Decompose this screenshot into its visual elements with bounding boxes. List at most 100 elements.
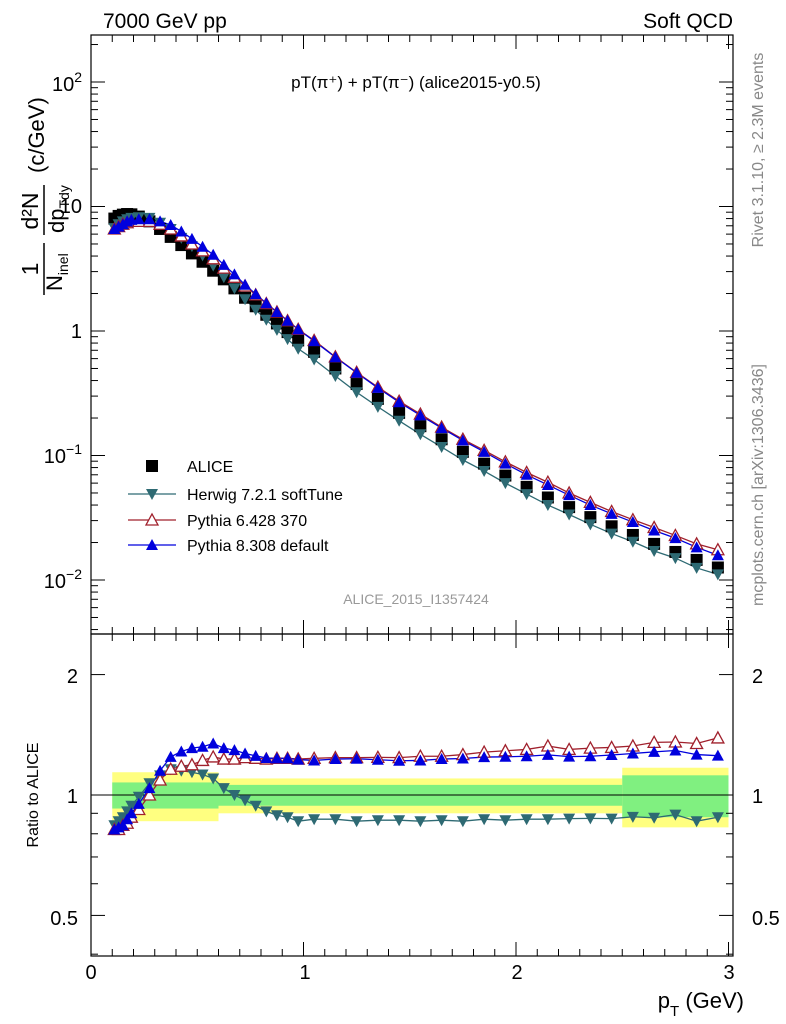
main-marker-triangle-down <box>239 294 252 306</box>
main-marker-triangle-down <box>626 536 639 548</box>
ratio-marker-triangle-down <box>308 814 321 826</box>
ratio-marker-triangle-up <box>260 752 273 764</box>
ratio-marker-triangle-down <box>329 814 342 826</box>
main-marker-triangle-up <box>690 541 703 553</box>
main-marker-square <box>175 239 188 252</box>
ratio-marker-triangle-up <box>270 752 283 764</box>
header-right: Soft QCD <box>643 10 733 33</box>
ratio-marker-triangle-down <box>350 816 363 828</box>
main-marker-triangle-down <box>541 500 554 512</box>
ratio-marker-triangle-down <box>478 814 491 826</box>
ratio-marker-triangle-down <box>541 814 554 826</box>
main-marker-triangle-down <box>605 528 618 540</box>
x-tick-label-2: 2 <box>511 962 522 984</box>
ratio-marker-triangle-up <box>499 750 512 762</box>
main-marker-triangle-up <box>435 422 448 434</box>
legend-marker-triangle-down <box>146 489 158 500</box>
main-marker-triangle-up <box>143 213 156 225</box>
main-marker-triangle-down <box>456 455 469 467</box>
main-marker-triangle-up <box>520 468 533 480</box>
ratio-marker-triangle-down <box>260 806 273 818</box>
main-marker-triangle-up <box>260 297 273 309</box>
main-marker-triangle-down <box>281 334 294 346</box>
ratio-marker-triangle-up <box>350 752 363 764</box>
ratio-marker-triangle-down <box>228 790 241 801</box>
ratio-marker-triangle-up <box>292 753 305 765</box>
ratio-marker-triangle-up <box>143 782 156 794</box>
y-axis-label: 1 Ninel d²N dpTdy (c/GeV) <box>17 97 72 295</box>
main-marker-triangle-down <box>350 387 363 399</box>
main-marker-triangle-up <box>239 278 252 290</box>
ratio-marker-triangle-down <box>605 813 618 825</box>
y-tick-label-0p01: 10−2 <box>44 566 82 593</box>
ratio-marker-triangle-open <box>689 736 704 750</box>
ratio-marker-triangle-up <box>584 750 597 762</box>
x-tick-label-3: 3 <box>723 962 734 984</box>
main-marker-triangle-up <box>292 323 305 335</box>
ratio-marker-triangle-up <box>116 819 129 831</box>
ratio-marker-triangle-up <box>371 753 384 765</box>
legend: ALICE Herwig 7.2.1 softTune Pythia 6.428… <box>128 459 343 555</box>
main-marker-triangle-up <box>164 219 177 231</box>
legend-marker-triangle-open <box>144 512 160 526</box>
ratio-tick-label-0p5: 0.5 <box>50 908 78 930</box>
ratio-marker-triangle-down <box>239 795 252 807</box>
y-label-nnel: Ninel <box>42 253 71 291</box>
ratio-marker-triangle-down <box>690 816 703 828</box>
legend-label-pythia8: Pythia 8.308 default <box>187 538 329 555</box>
legend-label-pythia6: Pythia 6.428 370 <box>187 513 307 530</box>
main-marker-triangle-up <box>185 232 198 244</box>
main-marker-triangle-down <box>499 478 512 490</box>
main-marker-triangle-up <box>499 457 512 469</box>
main-marker-triangle-down <box>270 324 283 336</box>
main-marker-square <box>563 501 576 514</box>
main-marker-triangle-up <box>249 288 262 300</box>
ratio-tick-label-1-right: 1 <box>752 786 763 808</box>
main-marker-triangle-up <box>281 314 294 326</box>
y-label-d2n: d²N <box>17 192 43 229</box>
y-label-unit: (c/GeV) <box>24 97 49 173</box>
main-marker-triangle-down <box>563 509 576 521</box>
main-marker-triangle-down <box>690 562 703 574</box>
ratio-marker-triangle-up <box>217 742 230 754</box>
main-marker-triangle-down <box>329 371 342 383</box>
main-marker-triangle-down <box>711 569 724 581</box>
x-tick-label-1: 1 <box>299 962 310 984</box>
main-marker-triangle-up <box>270 306 283 318</box>
main-marker-triangle-up <box>196 240 209 252</box>
ratio-marker-triangle-up <box>626 747 639 759</box>
main-marker-triangle-down <box>478 466 491 478</box>
ratio-marker-triangle-down <box>520 814 533 826</box>
ratio-marker-triangle-up <box>329 753 342 765</box>
main-marker-triangle-down <box>393 415 406 427</box>
ratio-marker-triangle-up <box>605 748 618 760</box>
ratio-marker-triangle-up <box>121 813 134 825</box>
ratio-marker-triangle-down <box>456 816 469 828</box>
main-marker-triangle-up <box>414 409 427 421</box>
main-marker-triangle-down <box>435 442 448 454</box>
ratio-marker-triangle-up <box>520 750 533 762</box>
ratio-marker-triangle-down <box>626 811 639 823</box>
ratio-marker-triangle-up <box>541 748 554 760</box>
main-marker-square <box>414 420 427 433</box>
main-marker-triangle-up <box>154 215 167 227</box>
ratio-marker-triangle-down <box>270 810 283 822</box>
ratio-marker-triangle-down <box>217 783 230 795</box>
ratio-marker-triangle-up <box>281 752 294 764</box>
main-marker-triangle-down <box>228 283 241 295</box>
main-marker-triangle-up <box>541 478 554 490</box>
axis-ticks <box>90 35 733 956</box>
main-marker-square <box>456 445 469 458</box>
ratio-marker-triangle-up <box>690 748 703 760</box>
header-left: 7000 GeV pp <box>103 10 227 33</box>
ratio-marker-triangle-down <box>196 769 209 781</box>
legend-label-alice: ALICE <box>187 459 233 476</box>
x-axis-label: pT (GeV) <box>658 988 744 1020</box>
main-marker-square <box>292 334 305 347</box>
main-marker-triangle-down <box>249 304 262 316</box>
main-marker-triangle-down <box>308 354 321 366</box>
ratio-marker-triangle-down <box>207 773 220 785</box>
ratio-marker-triangle-down <box>281 812 294 824</box>
main-marker-triangle-up <box>371 381 384 393</box>
